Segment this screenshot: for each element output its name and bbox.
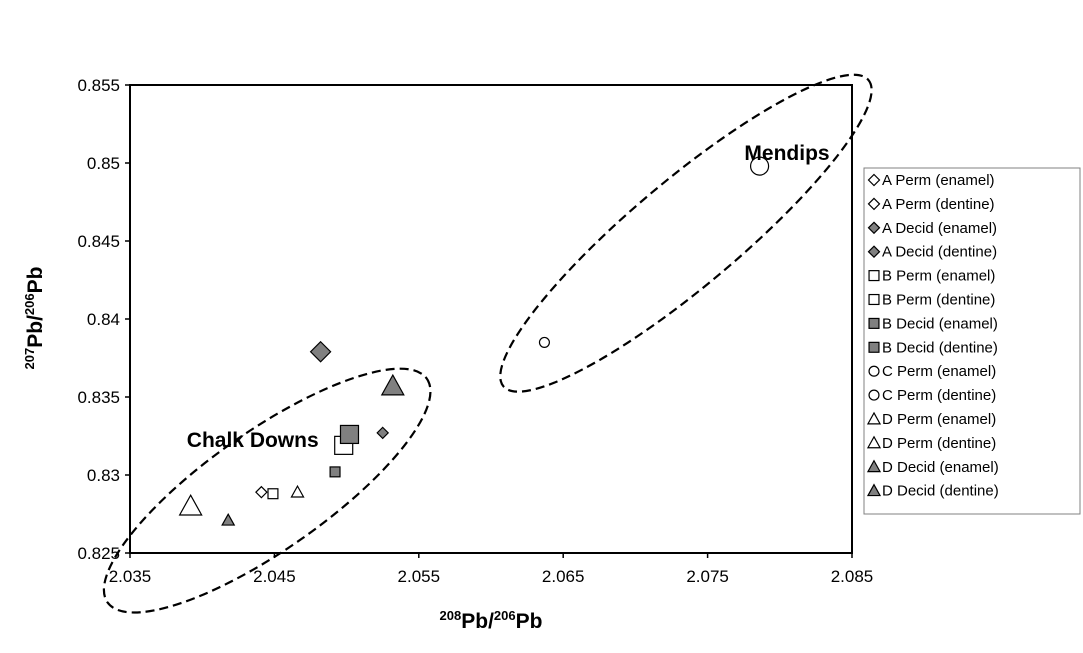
point-c-perm-enamel bbox=[538, 336, 550, 348]
legend-entry: D Perm (dentine) bbox=[882, 435, 996, 452]
legend-entry: C Perm (enamel) bbox=[882, 363, 996, 380]
legend-entry: A Decid (dentine) bbox=[882, 244, 997, 261]
y-tick-label: 0.835 bbox=[77, 388, 120, 407]
legend-marker bbox=[868, 270, 880, 282]
legend: A Perm (enamel) A Perm (dentine) A Decid (… bbox=[863, 167, 1081, 515]
legend-marker bbox=[868, 317, 880, 329]
legend-marker bbox=[866, 459, 882, 473]
y-tick-label: 0.83 bbox=[87, 466, 120, 485]
legend-marker bbox=[866, 411, 882, 425]
x-tick-label: 2.055 bbox=[398, 567, 441, 586]
y-tick-label: 0.84 bbox=[87, 310, 120, 329]
legend-marker bbox=[867, 221, 881, 235]
legend-entry: D Perm (enamel) bbox=[882, 411, 996, 428]
point-a-decid-enamel bbox=[376, 426, 390, 440]
legend-marker bbox=[868, 341, 880, 353]
legend-marker bbox=[867, 245, 881, 259]
point-c-perm-dentine bbox=[749, 156, 770, 176]
annotation-chalk-downs: Chalk Downs bbox=[187, 429, 319, 452]
region-ellipse-chalk-downs bbox=[102, 367, 432, 614]
point-b-perm-enamel bbox=[267, 488, 279, 500]
legend-marker bbox=[868, 293, 880, 306]
legend-box bbox=[863, 167, 1081, 515]
annotation-mendips: Mendips bbox=[744, 142, 829, 165]
y-tick-label: 0.85 bbox=[87, 154, 120, 173]
legend-entry: C Perm (dentine) bbox=[882, 387, 996, 404]
y-tick-label: 0.825 bbox=[77, 544, 120, 563]
legend-marker bbox=[868, 389, 880, 401]
x-tick-label: 2.085 bbox=[831, 567, 874, 586]
point-d-perm-enamel bbox=[290, 484, 305, 498]
legend-marker bbox=[866, 483, 882, 497]
x-tick-labels: 2.035 2.045 2.055 2.065 2.075 2.085 bbox=[109, 553, 874, 586]
legend-entry: B Decid (enamel) bbox=[882, 315, 998, 332]
x-label-main2: Pb bbox=[516, 610, 543, 633]
region-ellipse-mendips bbox=[499, 73, 873, 393]
legend-marker bbox=[867, 173, 881, 187]
legend-marker bbox=[867, 197, 881, 211]
y-label-sup1: 207 bbox=[22, 348, 37, 370]
y-label-main1: Pb/ bbox=[24, 315, 47, 348]
y-label-main2: Pb bbox=[24, 267, 47, 294]
x-label-main1: Pb/ bbox=[461, 610, 494, 633]
legend-entry: B Perm (enamel) bbox=[882, 268, 995, 285]
legend-marker bbox=[868, 365, 880, 377]
point-b-decid-dentine bbox=[339, 424, 360, 445]
legend-entry: A Decid (enamel) bbox=[882, 220, 997, 237]
point-d-perm-dentine bbox=[178, 493, 203, 516]
legend-marker bbox=[866, 435, 882, 449]
regions-layer bbox=[102, 73, 873, 614]
legend-entry: B Perm (dentine) bbox=[882, 292, 995, 309]
legend-items: A Perm (enamel) A Perm (dentine) A Decid (… bbox=[866, 172, 999, 500]
y-tick-label: 0.845 bbox=[77, 232, 120, 251]
y-label-sup2: 206 bbox=[22, 293, 37, 315]
legend-entry: D Decid (dentine) bbox=[882, 483, 999, 500]
point-b-decid-enamel bbox=[329, 466, 341, 478]
x-tick-label: 2.035 bbox=[109, 567, 152, 586]
point-a-decid-dentine bbox=[309, 340, 332, 363]
legend-entry: B Decid (dentine) bbox=[882, 339, 998, 356]
data-points-layer bbox=[178, 156, 770, 526]
legend-entry: A Perm (dentine) bbox=[882, 196, 995, 213]
x-label-sup2: 206 bbox=[494, 608, 516, 623]
point-d-decid-dentine bbox=[380, 373, 405, 396]
annotations-layer: Mendips Chalk Downs bbox=[187, 142, 830, 452]
x-label-sup1: 208 bbox=[440, 608, 462, 623]
y-tick-label: 0.855 bbox=[77, 76, 120, 95]
x-tick-label: 2.045 bbox=[253, 567, 296, 586]
point-a-perm-enamel bbox=[255, 485, 268, 499]
y-tick-labels: 0.825 0.83 0.835 0.84 0.845 0.85 0.855 bbox=[77, 76, 130, 563]
point-d-decid-enamel bbox=[221, 512, 236, 526]
y-axis-label: 207Pb/206Pb bbox=[22, 267, 47, 370]
x-tick-label: 2.065 bbox=[542, 567, 585, 586]
legend-entry: A Perm (enamel) bbox=[882, 172, 995, 189]
x-tick-label: 2.075 bbox=[686, 567, 729, 586]
x-axis-label: 208Pb/206Pb bbox=[440, 608, 543, 633]
legend-entry: D Decid (enamel) bbox=[882, 459, 999, 476]
